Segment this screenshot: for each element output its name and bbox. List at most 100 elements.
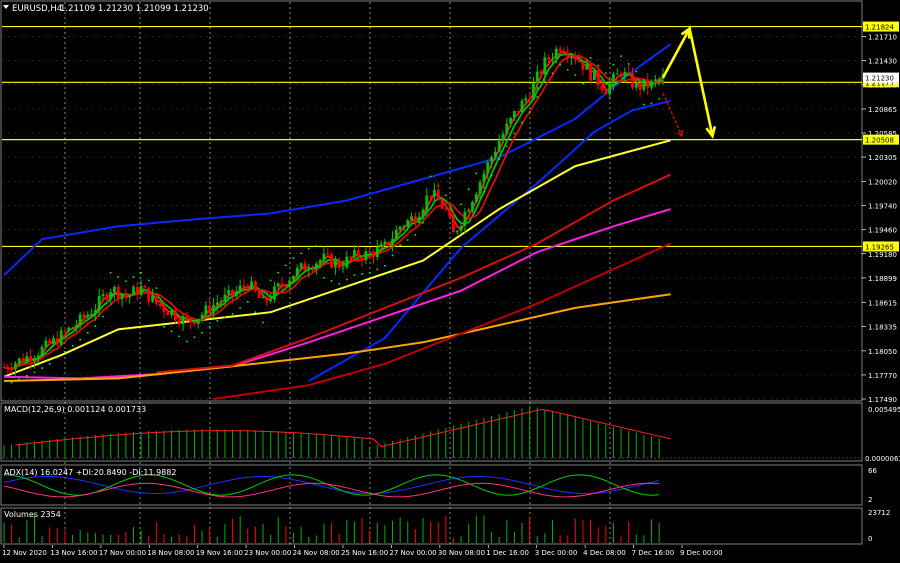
horizontal-levels[interactable]: 1.21824 1.21175 1.20508 1.19265 1.21230 [2,21,899,252]
candle-body [177,320,181,325]
candle-body [17,358,21,364]
adx-line [3,482,660,498]
psar-dot [483,190,485,193]
candle-body [307,269,311,271]
candle-body [493,151,497,158]
candle-body [337,260,341,269]
adx-line [3,474,660,496]
candle-body [82,314,86,318]
candle-body [353,249,356,258]
time-tick-label: 13 Nov 16:00 [50,549,97,557]
candle-body [532,82,535,100]
candle-body [29,356,33,362]
candle-body [78,314,82,326]
time-tick-label: 7 Dec 16:00 [632,549,675,557]
candle-body [124,295,128,298]
time-tick-label: 9 Dec 00:00 [680,549,723,557]
macd-axis-top: 0.005495 [868,406,900,414]
psar-dot [559,63,562,66]
candle-body [394,229,398,239]
psar-dot [444,194,447,197]
candle-body [246,286,250,290]
candle-body [360,257,364,261]
time-tick-label: 18 Nov 08:00 [147,549,194,557]
psar-dot [208,325,211,328]
candle-body [44,340,48,347]
macd-signal-line [15,408,671,448]
level-price-box [863,134,899,145]
candle-body [151,295,154,302]
candle-body [528,98,532,100]
candle-body [299,263,303,268]
forecast-arrows[interactable] [661,24,717,139]
candle-body [653,79,657,81]
chart-frame [0,0,863,545]
candle-body [185,316,189,320]
candle-body [71,327,74,329]
candle-body [219,301,223,303]
candle-body [562,51,566,55]
volumes-axis-bottom: 0 [868,535,872,543]
candle-body [74,325,78,328]
psar-dot [467,188,470,191]
candle-body [341,267,345,269]
psar-dot [323,276,325,279]
candle-body [276,283,280,287]
candle-body [48,340,52,345]
price-tick-label: 1.18615 [868,299,897,307]
candle-body [200,314,204,319]
psar-dot [231,313,234,315]
candle-body [436,189,440,201]
candle-body [2,367,6,369]
triangle-down-icon[interactable] [3,5,9,9]
candle-body [615,73,619,75]
candle-body [154,295,158,304]
psar-dot [246,300,249,303]
candle-body [539,71,543,75]
candle-body [505,123,509,134]
candle-body [631,72,634,88]
candle-body [333,260,337,268]
psar-dot [475,172,478,175]
candle-body [623,71,627,77]
candle-body [402,226,406,228]
psar-dot [498,158,501,161]
psar-dot [64,350,66,353]
psar-dot [277,271,280,274]
symbol-label: EURUSD,H4 [12,4,62,14]
adx-axis-bottom: 2 [868,496,872,504]
psar-dot [543,80,546,83]
candle-body [570,56,573,58]
candle-body [204,305,208,315]
candle-body [223,294,227,302]
psar-dot [284,264,287,267]
psar-dot [650,102,653,105]
moving-average-line [3,293,671,382]
moving-average-line [3,208,671,380]
psar-dot [353,274,356,277]
candle-body [581,61,585,70]
moving-average-line [213,242,672,400]
psar-dot [414,233,417,236]
candle-body [330,254,333,268]
psar-dot [513,132,516,135]
psar-dot [536,96,539,98]
price-tick-label: 1.21150 [868,81,897,89]
moving-averages [3,43,672,400]
volumes-axis-top: 23712 [868,509,890,517]
candle-body [212,304,215,314]
candle-body [573,56,577,60]
time-tick-label: 4 Dec 08:00 [583,549,626,557]
candle-body [189,319,193,323]
candle-body [101,294,105,296]
candle-body [608,83,612,95]
candle-body [455,230,459,233]
candle-body [558,48,562,52]
level-price-box [863,241,899,252]
psar-dot [124,280,127,283]
level-price-label: 1.20508 [865,137,894,145]
candle-body [63,330,67,332]
price-tick-label: 1.18335 [868,323,897,331]
